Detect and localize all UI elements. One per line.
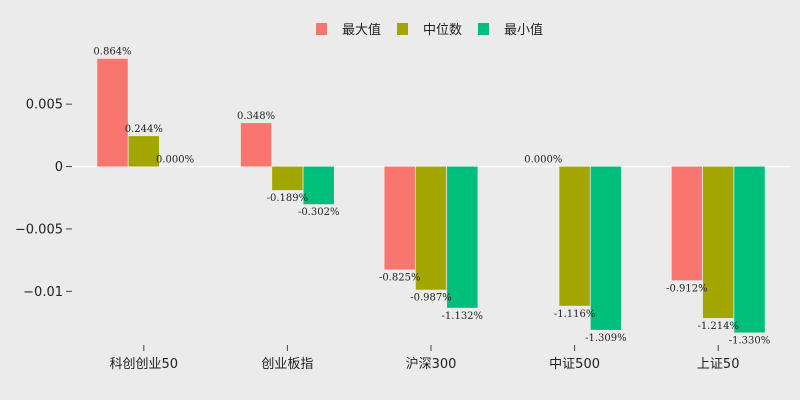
legend-label: 最大值 [342,22,381,38]
x-tick-label: 创业板指 [261,357,313,372]
data-label: -1.116% [554,309,596,320]
data-label: 0.864% [93,47,131,58]
legend-swatch [397,23,408,35]
data-label: -0.987% [410,293,452,304]
x-tick-label: 沪深300 [406,356,457,372]
data-label: -0.302% [298,207,340,218]
x-tick-label: 上证50 [697,357,740,372]
bar [303,166,334,205]
x-tick-label: 中证500 [549,357,600,372]
bar [671,166,703,281]
data-label: 0.000% [156,155,194,166]
bar [702,166,734,319]
x-axis: 科创创业50 创业板指 沪深300 中证500 上证50 [110,345,740,372]
legend: 最大值 中位数 最小值 [316,22,543,38]
data-label: -0.189% [267,193,309,204]
bar [384,166,415,270]
bar [590,166,622,330]
bar [734,166,765,333]
bars [97,58,765,333]
bar [97,58,128,167]
bar [415,166,447,290]
y-tick-label: −0.005 [15,222,63,237]
data-label: -0.912% [666,283,708,294]
legend-swatch [478,23,489,35]
bar [272,166,303,191]
data-label: -1.330% [729,336,771,347]
y-axis: 0.005 0 −0.005 −0.01 [15,98,72,300]
legend-label: 最小值 [504,22,543,38]
bar [447,166,478,308]
data-label: -1.132% [442,311,484,322]
legend-label: 中位数 [423,23,462,38]
data-label: 0.000% [524,155,562,166]
legend-swatch [316,23,327,35]
data-label: 0.244% [125,124,163,135]
bar [559,166,590,306]
data-label: -1.214% [697,321,739,332]
data-label: 0.348% [237,111,275,122]
data-labels: 0.864% 0.244% 0.000% 0.348% -0.189% -0.302% -0… [93,47,770,347]
bar [240,123,272,167]
x-tick-label: 科创创业50 [110,357,179,372]
y-tick-label: 0 [55,160,63,175]
y-tick-label: 0.005 [26,98,63,113]
bar [128,136,160,167]
data-label: -1.309% [585,333,627,344]
data-label: -0.825% [379,273,421,284]
y-tick-label: −0.01 [23,285,63,300]
